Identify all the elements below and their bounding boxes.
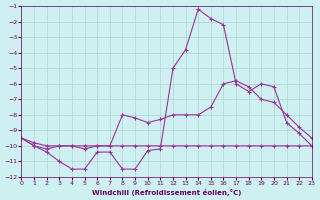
X-axis label: Windchill (Refroidissement éolien,°C): Windchill (Refroidissement éolien,°C)	[92, 189, 241, 196]
